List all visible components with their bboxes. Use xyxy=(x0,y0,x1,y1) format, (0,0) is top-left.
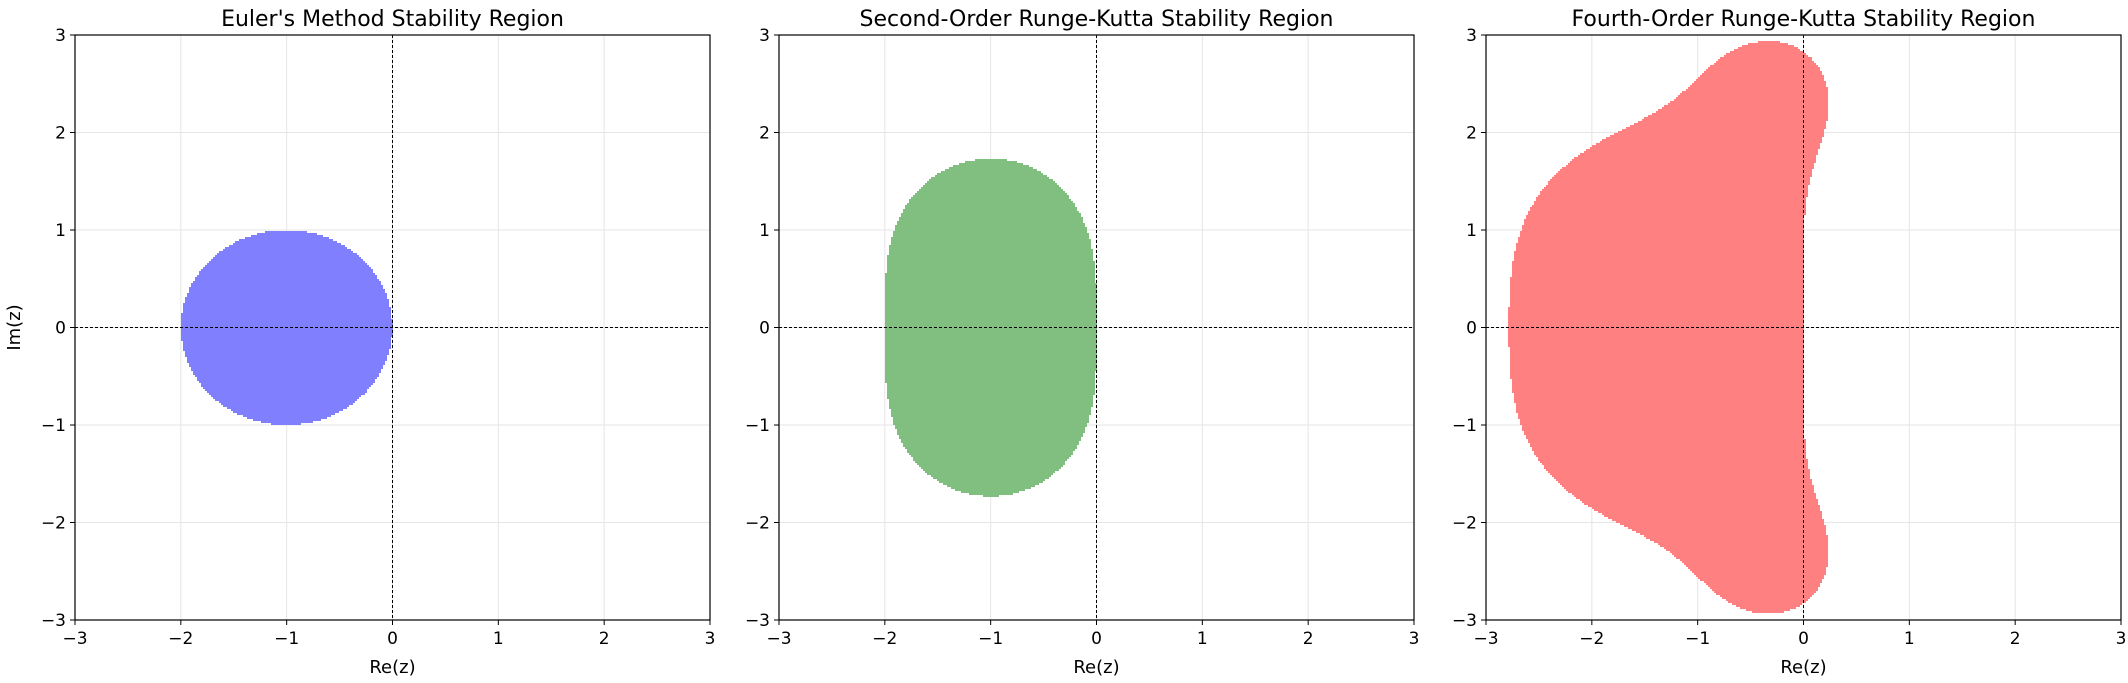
y-tick-label: −3 xyxy=(41,611,66,631)
x-tick-label: 2 xyxy=(1303,629,1314,649)
x-tick-label: −2 xyxy=(1579,629,1604,649)
y-tick-label: −2 xyxy=(41,514,66,534)
x-tick-label: 0 xyxy=(1798,629,1809,649)
x-tick-label: 0 xyxy=(387,629,398,649)
x-tick-label: −1 xyxy=(274,629,299,649)
y-tick-label: −3 xyxy=(745,611,770,631)
y-tick-label: −2 xyxy=(745,514,770,534)
y-tick-label: 2 xyxy=(759,124,770,144)
y-tick-label: 3 xyxy=(55,26,66,46)
y-tick-label: −1 xyxy=(41,416,66,436)
y-tick-label: 1 xyxy=(1466,221,1477,241)
x-tick-label: −1 xyxy=(1685,629,1710,649)
x-tick-label: −2 xyxy=(872,629,897,649)
chart-title: Second-Order Runge-Kutta Stability Regio… xyxy=(860,7,1334,32)
y-tick-label: 0 xyxy=(55,319,66,339)
subplot-1: −3 −2 −1 0 1 2 3 −3 −2 −1 0 1 2 3 Euler's Method Stabi… xyxy=(4,7,715,678)
y-tick-label: 1 xyxy=(759,221,770,241)
x-tick-label: −2 xyxy=(168,629,193,649)
x-tick-label: 2 xyxy=(2010,629,2021,649)
x-tick-label: 1 xyxy=(493,629,504,649)
y-tick-label: 3 xyxy=(1466,26,1477,46)
y-tick-label: 3 xyxy=(759,26,770,46)
y-tick-label: 0 xyxy=(1466,319,1477,339)
x-tick-label: 3 xyxy=(1409,629,1420,649)
x-tick-label: −1 xyxy=(978,629,1003,649)
y-tick-label: −3 xyxy=(1452,611,1477,631)
y-tick-label: −1 xyxy=(1452,416,1477,436)
x-tick-label: 2 xyxy=(599,629,610,649)
y-tick-label: −1 xyxy=(745,416,770,436)
y-tick-label: −2 xyxy=(1452,514,1477,534)
chart-title: Euler's Method Stability Region xyxy=(221,7,564,32)
x-tick-label: 1 xyxy=(1197,629,1208,649)
x-tick-label: 3 xyxy=(2116,629,2127,649)
subplot-2: −3 −2 −1 0 1 2 3 −3 −2 −1 0 1 2 3 Second-Order Runge-K… xyxy=(745,7,1419,678)
x-axis-label: Re(z) xyxy=(1780,657,1826,678)
x-tick-label: −3 xyxy=(1473,629,1498,649)
y-tick-label: 2 xyxy=(1466,124,1477,144)
x-tick-label: 0 xyxy=(1091,629,1102,649)
subplot-3: −3 −2 −1 0 1 2 3 −3 −2 −1 0 1 2 3 Fourth-Order Runge-K… xyxy=(1452,7,2126,678)
x-tick-label: 1 xyxy=(1904,629,1915,649)
y-axis-label: Im(z) xyxy=(4,304,25,350)
y-tick-label: 2 xyxy=(55,124,66,144)
x-axis-label: Re(z) xyxy=(1073,657,1119,678)
x-axis-label: Re(z) xyxy=(369,657,415,678)
y-tick-label: 1 xyxy=(55,221,66,241)
x-tick-label: −3 xyxy=(62,629,87,649)
x-tick-label: −3 xyxy=(766,629,791,649)
chart-title: Fourth-Order Runge-Kutta Stability Regio… xyxy=(1572,7,2036,32)
y-tick-label: 0 xyxy=(759,319,770,339)
x-tick-label: 3 xyxy=(705,629,716,649)
